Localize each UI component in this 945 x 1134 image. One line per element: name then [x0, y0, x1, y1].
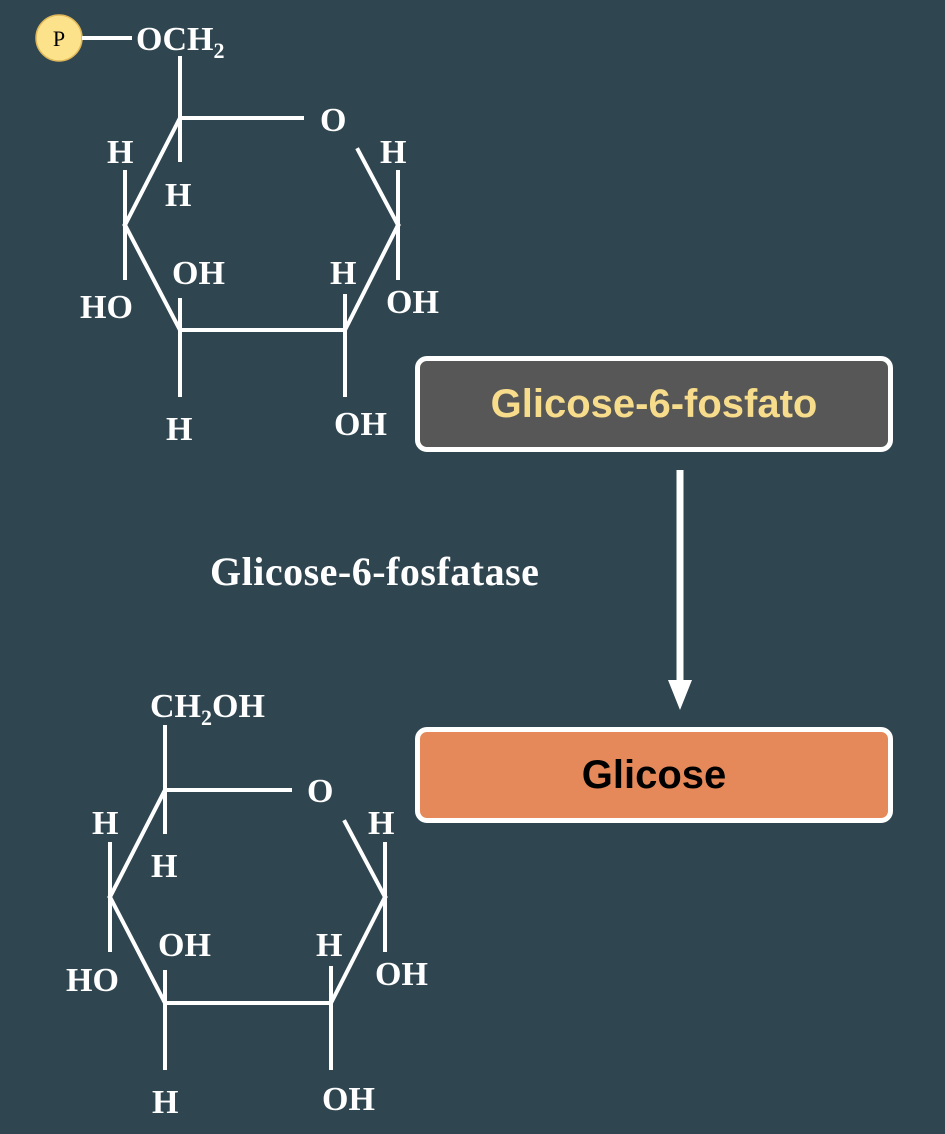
- c3-h-label: H: [152, 1084, 178, 1121]
- glucose-box: Glicose: [415, 727, 893, 823]
- glucose-6-phosphate-label: Glicose-6-fosfato: [490, 381, 818, 426]
- reaction-arrow-icon: [668, 470, 692, 710]
- c3-oh-label: OH: [172, 255, 225, 292]
- c5-h-upper-label: H: [107, 134, 133, 171]
- c3-h-label: H: [166, 411, 192, 448]
- c5-c4-bond: [122, 115, 183, 228]
- c2-c1-bond: [328, 894, 388, 1006]
- c2-oh-label: OH: [334, 406, 387, 443]
- phosphate-badge-label: P: [53, 26, 65, 51]
- ring-oxygen-label: O: [320, 102, 346, 139]
- c4-c3-bond: [122, 222, 183, 333]
- glucose-6-phosphate-box: Glicose-6-fosfato: [415, 356, 893, 452]
- c2-c1-bond: [342, 222, 401, 333]
- c5-h-upper-label: H: [92, 805, 118, 842]
- glucose-label: Glicose: [581, 752, 727, 797]
- glucose-structure: CH2OH O H H H OH H HO OH H OH: [66, 688, 428, 1121]
- ring-oxygen-label: O: [307, 773, 333, 810]
- ch2oh-group: CH2OH: [150, 688, 265, 730]
- c2-oh-label: OH: [322, 1081, 375, 1118]
- c1-o-bond: [342, 819, 388, 900]
- c5-c4-bond: [107, 787, 168, 900]
- c5-h-lower-label: H: [165, 177, 191, 214]
- c4-c3-bond: [107, 894, 168, 1006]
- c3-oh-label: OH: [158, 927, 211, 964]
- c1-oh-label: OH: [386, 284, 439, 321]
- c4-ho-label: HO: [66, 962, 119, 999]
- c2-h-label: H: [330, 255, 356, 292]
- c4-ho-label: HO: [80, 289, 133, 326]
- c5-h-lower-label: H: [151, 848, 177, 885]
- glucose-6-phosphate-structure: P OCH2 O H H H OH H HO OH H OH: [35, 14, 439, 448]
- c1-o-bond: [355, 147, 401, 228]
- c1-oh-label: OH: [375, 956, 428, 993]
- c1-h-label: H: [380, 134, 406, 171]
- c1-h-label: H: [368, 805, 394, 842]
- enzyme-label: Glicose-6-fosfatase: [210, 549, 540, 594]
- och2-group: OCH2: [136, 21, 224, 63]
- c2-h-label: H: [316, 927, 342, 964]
